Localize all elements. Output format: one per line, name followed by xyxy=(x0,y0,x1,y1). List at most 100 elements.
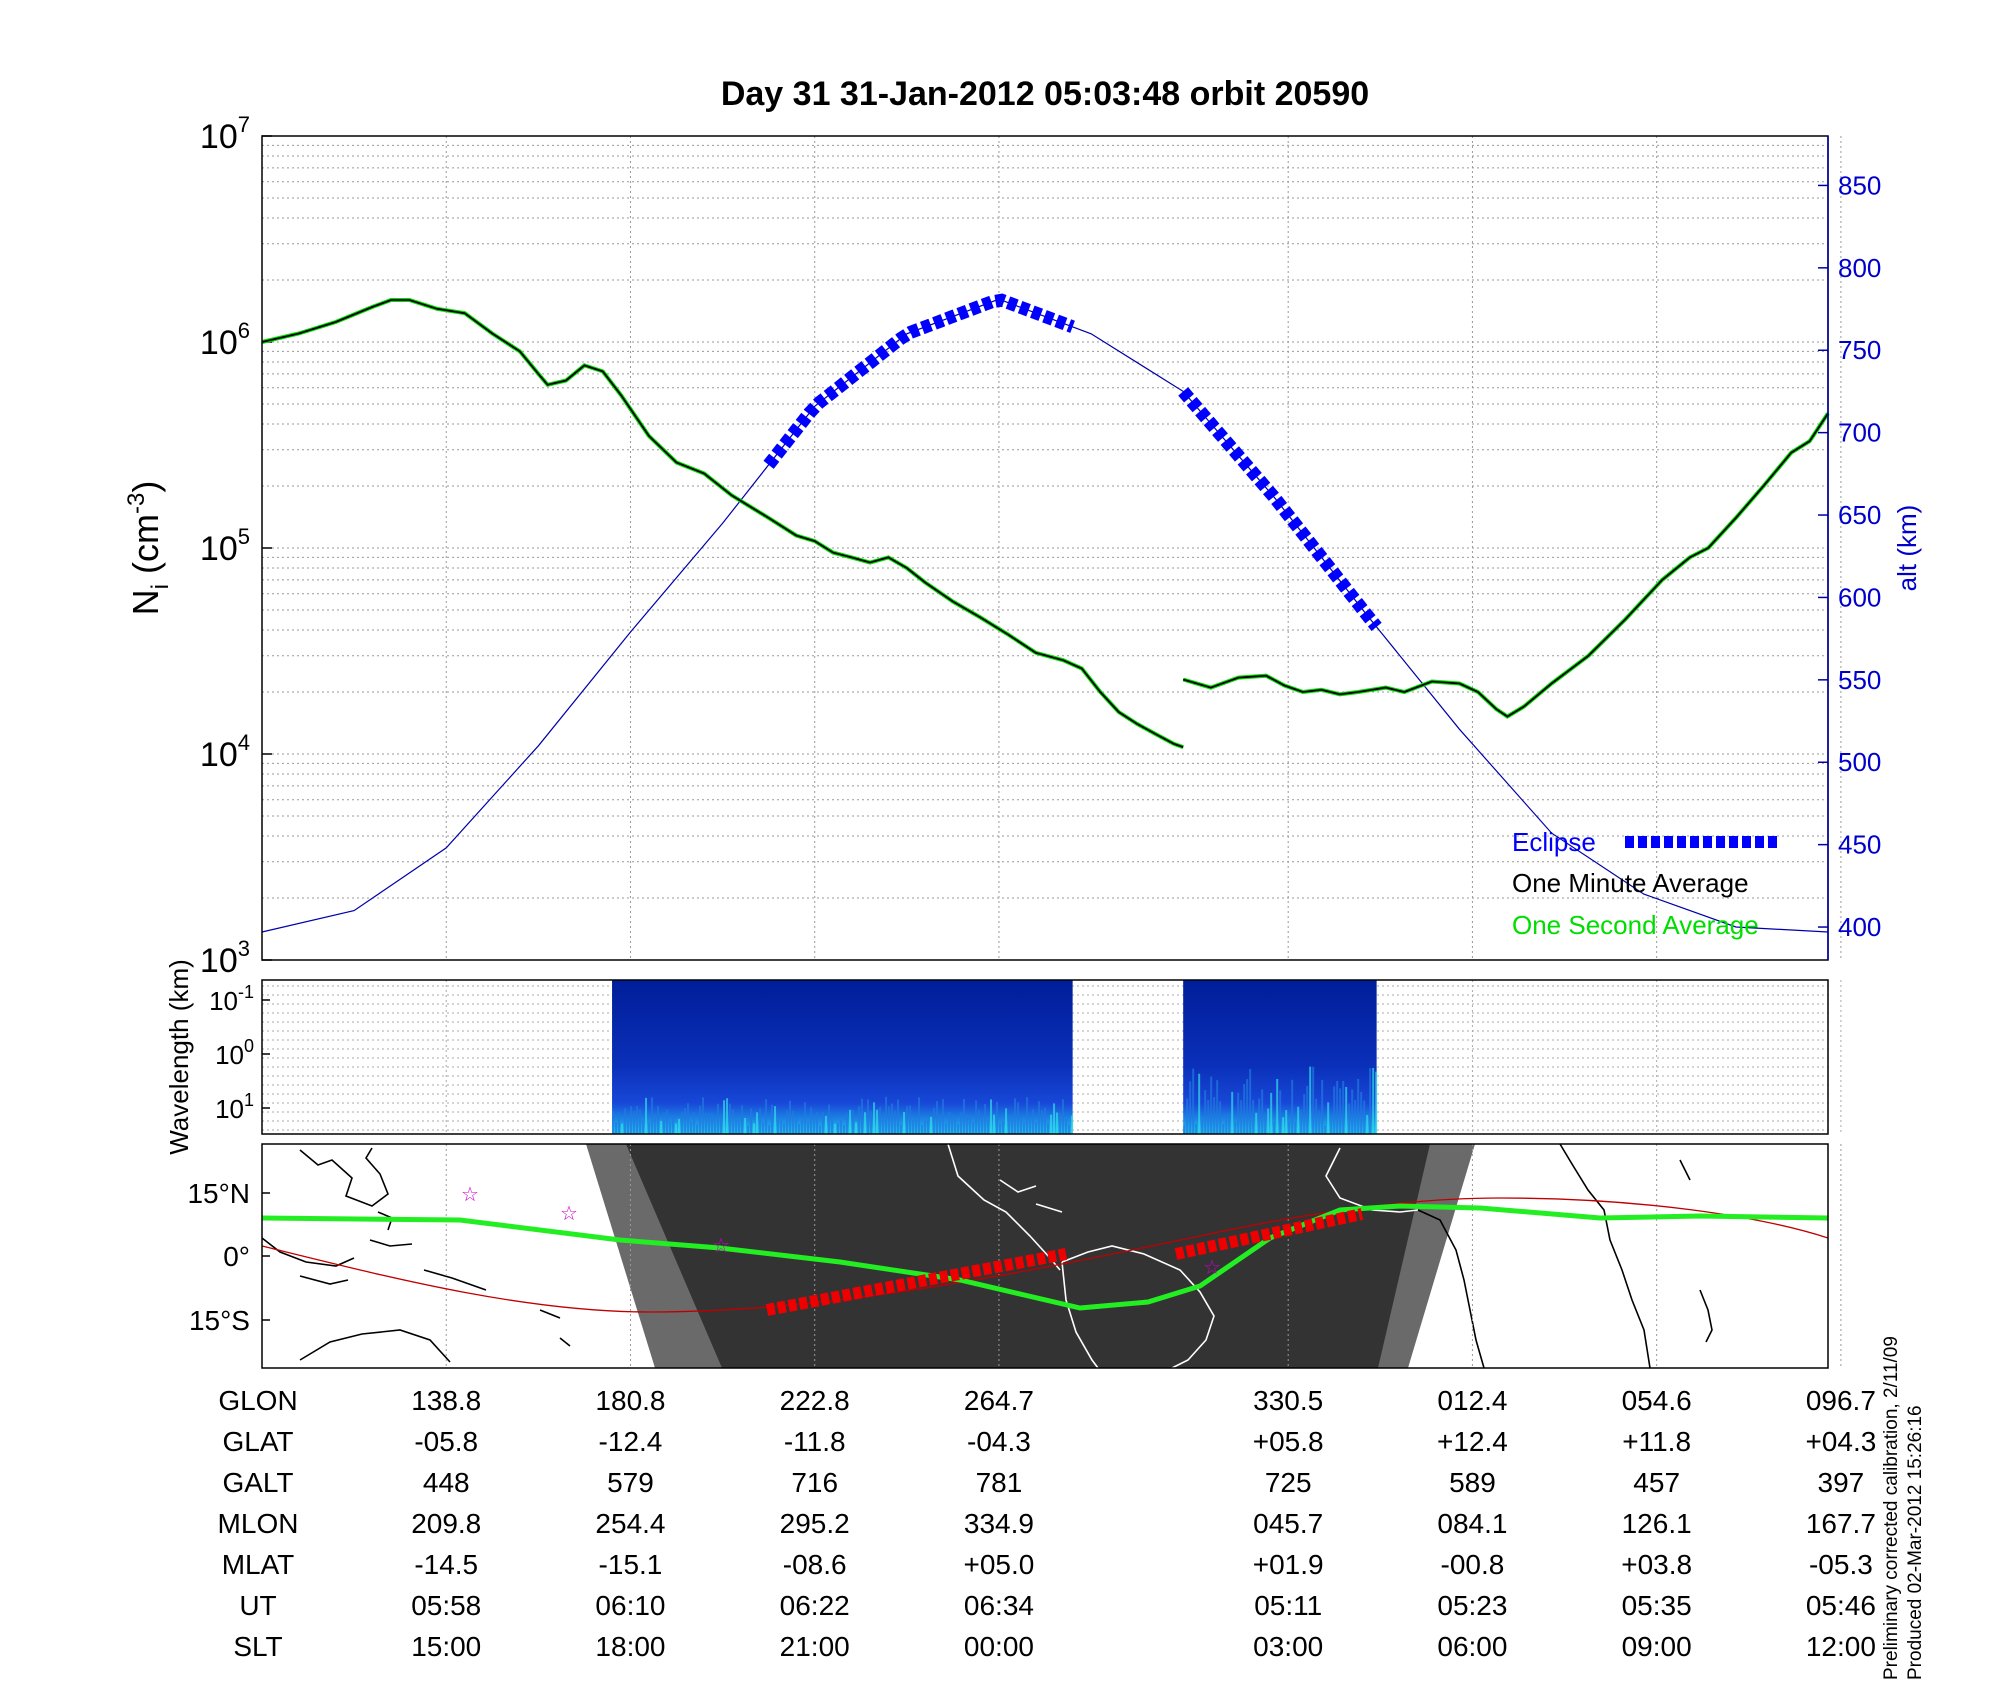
spectrogram-streak xyxy=(669,1121,672,1134)
spectrogram-streak xyxy=(978,1109,981,1134)
row-label: SLT xyxy=(233,1631,283,1662)
table-cell: 126.1 xyxy=(1621,1508,1692,1539)
spectrogram-streak xyxy=(891,1103,894,1134)
spectrogram-streak xyxy=(786,1109,789,1134)
spectrogram-streak xyxy=(1300,1109,1303,1134)
spectrogram-streak xyxy=(657,1105,660,1134)
spectrogram-streak xyxy=(1017,1102,1020,1134)
y2-tick-label: 400 xyxy=(1838,912,1881,942)
spectrogram-streak xyxy=(1050,1114,1053,1134)
spectrogram-streak xyxy=(834,1123,837,1134)
spectrogram-streak xyxy=(969,1114,972,1134)
spectrogram-streak xyxy=(741,1105,744,1134)
spectrogram-streak xyxy=(948,1111,951,1134)
spectrogram-streak xyxy=(1240,1100,1243,1134)
spectrogram-streak xyxy=(1243,1084,1246,1134)
spectrogram-streak xyxy=(795,1117,798,1134)
spectrogram-streak xyxy=(945,1123,948,1134)
spectrogram-streak xyxy=(1342,1080,1345,1134)
table-cell: 448 xyxy=(422,1467,470,1498)
table-cell: 05:23 xyxy=(1437,1590,1508,1621)
spectrogram-streak xyxy=(651,1097,654,1134)
spectrogram-streak xyxy=(924,1120,927,1134)
table-cell: 06:22 xyxy=(779,1590,850,1621)
spectrogram-streak xyxy=(1008,1117,1011,1134)
ground-track-green xyxy=(261,1203,1829,1311)
y2-tick-label: 450 xyxy=(1838,830,1881,860)
spectrogram-streak xyxy=(990,1099,993,1134)
spectrogram-streak xyxy=(768,1125,771,1134)
y-tick-label: 15°N xyxy=(187,1178,250,1209)
spectrogram-streak xyxy=(1252,1099,1255,1134)
spectrogram-streak xyxy=(819,1125,822,1134)
spectrogram-streak xyxy=(1321,1080,1324,1134)
footnote-line-1: Preliminary corrected calibration, 2/11/… xyxy=(1881,1336,1902,1680)
y2-tick-label: 550 xyxy=(1838,665,1881,695)
spectrogram-streak xyxy=(771,1104,774,1134)
spectrogram-streak xyxy=(624,1108,627,1134)
table-cell: 138.8 xyxy=(411,1385,482,1416)
star-marker-icon: ☆ xyxy=(712,1235,730,1257)
spectrogram-streak xyxy=(972,1122,975,1134)
density-y-label: Ni (cm-3) xyxy=(123,481,174,616)
spectrogram-streak xyxy=(852,1110,855,1134)
table-cell: 167.7 xyxy=(1805,1508,1876,1539)
spectrogram-streak xyxy=(1026,1097,1029,1134)
spectrogram-streak xyxy=(1249,1069,1252,1134)
spectrogram-streak xyxy=(1312,1066,1315,1134)
spectrogram-streak xyxy=(960,1112,963,1134)
table-cell: 264.7 xyxy=(963,1385,1034,1416)
spectrogram-streak xyxy=(750,1108,753,1134)
spectrogram-streak xyxy=(930,1116,933,1134)
spectrogram-streak xyxy=(648,1122,651,1134)
spectrogram-streak xyxy=(687,1103,690,1134)
spectrogram-streak xyxy=(900,1124,903,1134)
legend: Eclipse One Minute Average One Second Av… xyxy=(1512,827,1780,940)
spectrogram-streak xyxy=(1333,1086,1336,1134)
spectrogram-y-axis: 10-1 100 101 xyxy=(209,982,270,1124)
spectrogram-streak xyxy=(1363,1100,1366,1134)
table-cell: -12.4 xyxy=(598,1426,663,1457)
spectrogram-streak xyxy=(675,1123,678,1134)
spectrogram-streak xyxy=(1375,1071,1378,1134)
spectrogram-block xyxy=(612,980,1073,1134)
density-grid xyxy=(262,136,1842,960)
coastline-africa xyxy=(1417,1143,1651,1369)
spectrogram-streak xyxy=(801,1119,804,1134)
spectrogram-streak xyxy=(879,1106,882,1134)
spectrogram-streak xyxy=(1348,1103,1351,1134)
spectrogram-streak xyxy=(1186,1098,1189,1134)
spectrogram-streak xyxy=(870,1111,873,1134)
spectrogram-streak xyxy=(744,1117,747,1134)
spectrogram-streak xyxy=(1192,1068,1195,1134)
spectrogram-streak xyxy=(714,1118,717,1134)
spectrogram-streak xyxy=(1255,1112,1258,1134)
spectrogram-streak xyxy=(999,1123,1002,1134)
spectrogram-streak xyxy=(1189,1081,1192,1134)
spectrogram-streak xyxy=(1279,1090,1282,1134)
spectrogram-streak xyxy=(921,1124,924,1134)
table-cell: -00.8 xyxy=(1440,1549,1505,1580)
row-label: GALT xyxy=(222,1467,294,1498)
spectrogram-streak xyxy=(1258,1098,1261,1134)
y2-tick-label: 500 xyxy=(1838,747,1881,777)
spectrogram-streak xyxy=(939,1115,942,1134)
spectrogram-streak xyxy=(1071,1115,1074,1134)
row-label: GLON xyxy=(218,1385,298,1416)
spectrogram-streak xyxy=(1032,1109,1035,1134)
spectrogram-streak xyxy=(984,1104,987,1134)
table-cell: +01.9 xyxy=(1252,1549,1324,1580)
density-y-axis: 103 104 105 106 107 xyxy=(200,112,272,980)
ground-track-eclipse-2 xyxy=(1174,1208,1364,1260)
spectrogram-streak xyxy=(1038,1101,1041,1134)
eclipse-marker xyxy=(1178,387,1382,631)
density-minute-line xyxy=(1182,412,1829,718)
spectrogram-streak xyxy=(1234,1122,1237,1134)
row-label: MLAT xyxy=(221,1549,295,1580)
spectrogram-streak xyxy=(927,1119,930,1134)
spectrogram-streak xyxy=(1324,1125,1327,1134)
spectrogram-streak xyxy=(909,1105,912,1134)
spectrogram-streak xyxy=(774,1106,777,1134)
spectrogram-streak xyxy=(1198,1073,1201,1134)
